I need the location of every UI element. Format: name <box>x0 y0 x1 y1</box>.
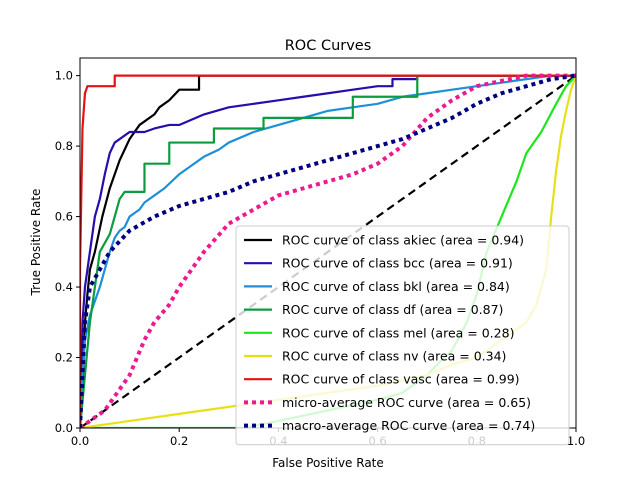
roc-series-line-7 <box>80 73 576 428</box>
y-tick-label: 0.8 <box>55 139 73 153</box>
x-tick-label: 0.2 <box>170 434 188 448</box>
x-tick-label: 1.0 <box>567 434 585 448</box>
y-axis-ticks: 0.0 0.2 0.4 0.6 0.8 1.0 <box>55 69 80 435</box>
roc-series-line-3 <box>80 74 576 428</box>
y-tick-label: 0.0 <box>55 421 73 435</box>
legend-label: ROC curve of class df (area = 0.87) <box>282 302 503 317</box>
legend-label: ROC curve of class akiec (area = 0.94) <box>282 233 524 248</box>
legend-label: ROC curve of class bcc (area = 0.91) <box>282 256 513 271</box>
legend: ROC curve of class akiec (area = 0.94) RO… <box>235 225 570 446</box>
y-tick-label: 0.6 <box>55 210 73 224</box>
roc-series-line-1 <box>80 74 576 428</box>
legend-box <box>235 225 570 446</box>
legend-label: macro-average ROC curve (area = 0.74) <box>282 418 535 433</box>
x-axis-label: False Positive Rate <box>272 456 384 470</box>
x-tick-label: 0.0 <box>71 434 89 448</box>
legend-label: ROC curve of class nv (area = 0.34) <box>282 349 506 364</box>
legend-label: ROC curve of class mel (area = 0.28) <box>282 325 514 340</box>
chart-title: ROC Curves <box>285 38 372 54</box>
roc-series-line-8 <box>80 73 576 428</box>
y-axis-label: True Positive Rate <box>29 189 43 297</box>
roc-series-line-2 <box>80 74 576 428</box>
y-tick-label: 0.2 <box>55 351 73 365</box>
roc-series-line-0 <box>80 74 576 428</box>
legend-label: ROC curve of class vasc (area = 0.99) <box>282 372 520 387</box>
y-tick-label: 1.0 <box>55 69 73 83</box>
legend-label: micro-average ROC curve (area = 0.65) <box>282 395 531 410</box>
legend-label: ROC curve of class bkl (area = 0.84) <box>282 279 510 294</box>
y-tick-label: 0.4 <box>55 280 73 294</box>
